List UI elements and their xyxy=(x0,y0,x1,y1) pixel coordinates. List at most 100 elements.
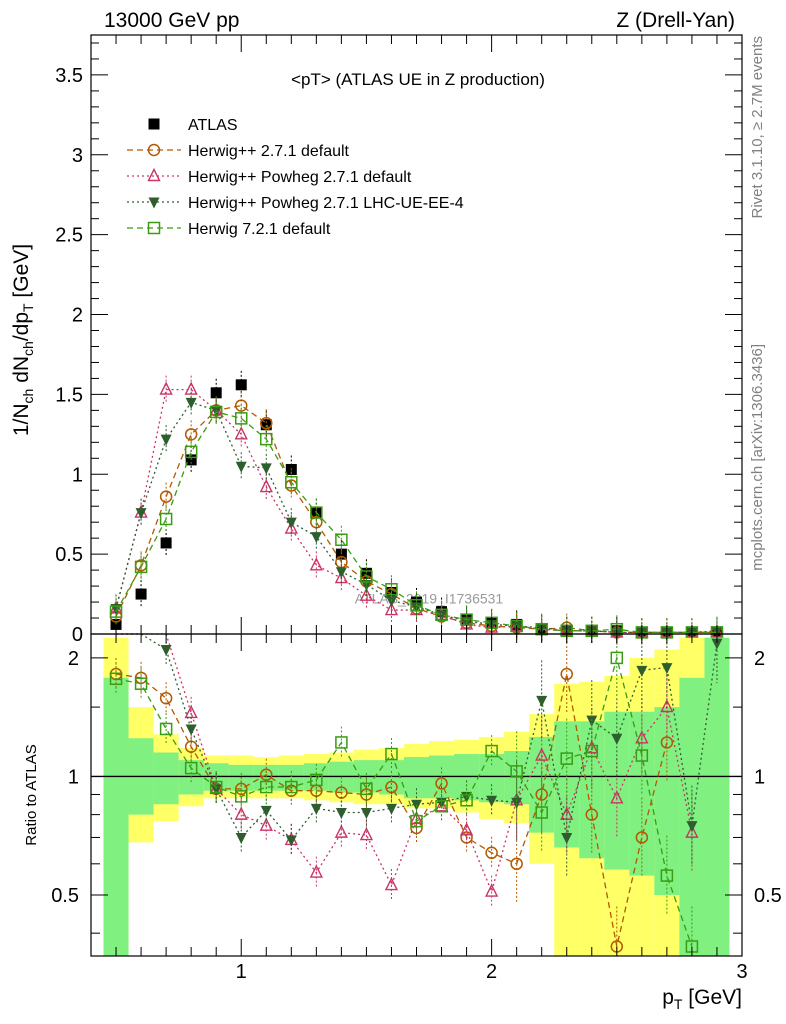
data-point-powheg_ee4 xyxy=(310,532,322,544)
ratio-point-powheg_ee4 xyxy=(310,803,322,815)
ratio-point-powheg_default xyxy=(234,806,248,820)
ratio-point-herwig_271 xyxy=(585,808,599,821)
ratio-point-herwig_271 xyxy=(635,831,649,844)
legend-item-herwig_721: Herwig 7.2.1 default xyxy=(127,221,331,238)
ratio-y-tick-label: 0.5 xyxy=(51,885,79,907)
ratio-y-tick-label-right: 2 xyxy=(754,648,765,670)
ratio-point-herwig_721 xyxy=(435,800,448,813)
ratio-point-herwig_721 xyxy=(109,672,123,686)
main-y-tick-label: 2 xyxy=(72,305,83,327)
ratio-point-powheg_ee4 xyxy=(511,797,523,809)
ratio-point-powheg_ee4 xyxy=(335,807,347,819)
ratio-y-tick-label-right: 1 xyxy=(754,766,765,788)
data-point-powheg_ee4 xyxy=(335,567,347,579)
data-point-powheg_default xyxy=(159,381,173,395)
ratio-point-powheg_ee4 xyxy=(611,733,623,745)
x-tick-label: 2 xyxy=(486,961,497,983)
main-y-tick-label: 3.5 xyxy=(55,65,83,87)
data-point-powheg_ee4 xyxy=(160,434,172,446)
ratio-point-powheg_ee4 xyxy=(661,663,673,675)
data-point-powheg_default xyxy=(384,601,399,616)
x-tick-label: 1 xyxy=(236,961,247,983)
legend-label: Herwig 7.2.1 default xyxy=(188,221,331,238)
data-point-herwig_721 xyxy=(260,432,273,446)
ratio-point-herwig_721 xyxy=(460,794,473,807)
uncertainty-band-inner xyxy=(103,677,129,956)
ratio-point-powheg_default xyxy=(309,864,323,878)
ratio-point-powheg_ee4 xyxy=(260,805,272,817)
data-point-herwig_721 xyxy=(310,506,323,519)
ratio-point-herwig_721 xyxy=(585,744,599,758)
ratio-point-herwig_721 xyxy=(260,780,273,794)
header-process-label: Z (Drell-Yan) xyxy=(616,9,735,32)
ratio-y-tick-label: 1 xyxy=(68,766,79,788)
data-point-powheg_default xyxy=(259,478,273,493)
ratio-point-herwig_721 xyxy=(485,744,498,758)
data-point-herwig_721 xyxy=(435,608,448,622)
ratio-point-herwig_721 xyxy=(134,677,148,690)
data-point-powheg_ee4 xyxy=(135,508,147,520)
data-point-powheg_ee4 xyxy=(235,461,247,473)
rivet-version-label: Rivet 3.1.10, ≥ 2.7M events xyxy=(749,36,766,219)
ratio-point-powheg_ee4 xyxy=(210,784,222,796)
ratio-y-tick-label: 2 xyxy=(68,648,79,670)
data-point-atlas xyxy=(260,419,272,431)
ratio-point-powheg_default xyxy=(384,876,399,891)
ratio-point-herwig_721 xyxy=(234,790,248,803)
ratio-y-tick-label-right: 0.5 xyxy=(754,885,782,907)
data-point-powheg_ee4 xyxy=(385,595,397,607)
main-y-tick-label: 2.5 xyxy=(55,225,83,247)
header-collision-label: 13000 GeV pp xyxy=(104,9,239,32)
ratio-point-powheg_ee4 xyxy=(235,832,247,844)
data-point-herwig_271 xyxy=(159,490,173,503)
ratio-point-herwig_721 xyxy=(660,869,674,882)
data-point-powheg_default xyxy=(234,426,248,440)
main-y-tick-label: 3 xyxy=(72,145,83,167)
ratio-panel: 0.5 0.5 1 1 2 2 1 2 3 Ratio to ATLAS pT [GeV] xyxy=(23,633,782,1012)
ratio-point-herwig_721 xyxy=(335,736,348,749)
legend-label: Herwig++ 2.7.1 default xyxy=(188,143,350,160)
data-point-herwig_271 xyxy=(260,416,273,430)
ratio-point-herwig_721 xyxy=(510,765,523,778)
ratio-point-herwig_271 xyxy=(560,667,573,681)
main-y-tick-label: 1.5 xyxy=(55,384,83,406)
ratio-point-powheg_ee4 xyxy=(185,724,197,736)
watermark-label: ATLAS_2019_I1736531 xyxy=(355,591,504,607)
ratio-point-powheg_default xyxy=(334,824,349,838)
mcplots-label: mcplots.cern.ch [arXiv:1306.3436] xyxy=(749,344,766,571)
ratio-point-powheg_ee4 xyxy=(160,645,172,657)
ratio-point-herwig_721 xyxy=(209,780,223,794)
data-point-herwig_721 xyxy=(209,405,223,419)
ratio-point-powheg_default xyxy=(359,826,374,841)
x-axis-label: pT [GeV] xyxy=(662,986,742,1012)
data-point-herwig_721 xyxy=(159,512,173,526)
data-point-powheg_ee4 xyxy=(185,397,197,409)
ratio-point-powheg_ee4 xyxy=(636,665,648,677)
ratio-point-powheg_ee4 xyxy=(486,795,498,807)
data-point-atlas xyxy=(360,567,372,579)
ratio-point-herwig_271 xyxy=(435,777,448,790)
legend-marker xyxy=(148,118,160,130)
data-point-powheg_ee4 xyxy=(436,610,448,622)
legend-label: Herwig++ Powheg 2.7.1 default xyxy=(188,169,412,186)
ratio-point-herwig_271 xyxy=(485,846,498,860)
ratio-point-powheg_default xyxy=(635,730,649,744)
data-point-herwig_271 xyxy=(234,399,248,412)
data-point-atlas xyxy=(210,387,222,399)
ratio-point-herwig_721 xyxy=(310,773,323,787)
legend-label: Herwig++ Powheg 2.7.1 LHC-UE-EE-4 xyxy=(188,195,464,212)
ratio-line-herwig_721 xyxy=(115,655,693,947)
data-point-herwig_721 xyxy=(109,605,123,618)
legend-marker xyxy=(147,143,161,157)
main-y-tick-label: 1 xyxy=(72,464,83,486)
legend-marker xyxy=(148,197,160,209)
main-y-tick-label: 0.5 xyxy=(55,544,83,566)
data-point-herwig_721 xyxy=(184,445,198,459)
ratio-series-herwig_721 xyxy=(109,634,699,956)
uncertainty-band-inner xyxy=(704,637,730,956)
data-point-herwig_721 xyxy=(234,412,248,425)
ratio-point-powheg_default xyxy=(459,822,474,836)
data-point-powheg_ee4 xyxy=(260,463,272,475)
ratio-point-powheg_ee4 xyxy=(536,695,548,707)
